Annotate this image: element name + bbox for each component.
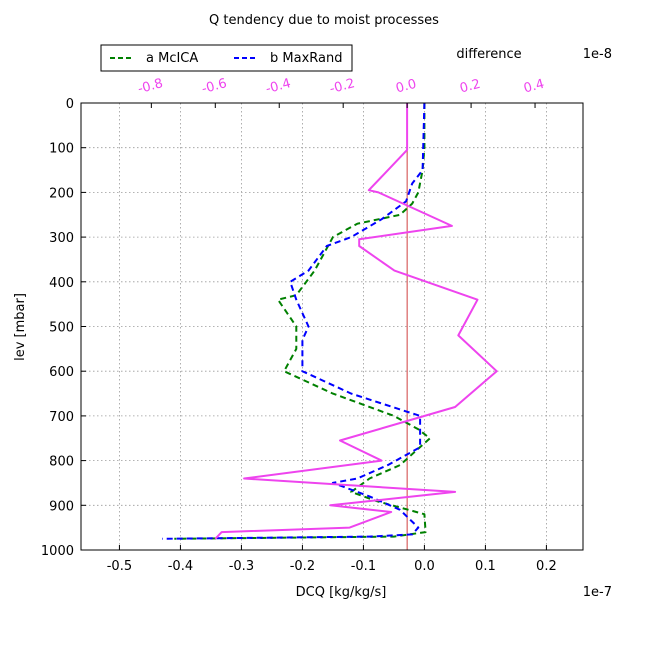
y-tick-label: 700 — [49, 410, 74, 425]
y-tick-label: 1000 — [41, 544, 74, 559]
x-tick-label: -0.2 — [290, 559, 315, 574]
y-tick-label: 600 — [49, 365, 74, 380]
x-tick-label: 0.0 — [414, 559, 435, 574]
y-tick-label: 500 — [49, 321, 74, 336]
y-tick-label: 800 — [49, 455, 74, 470]
top-axis-multiplier: 1e-8 — [583, 47, 612, 62]
top-tick-label: 0.2 — [458, 77, 482, 97]
y-tick-label: 200 — [49, 186, 74, 201]
y-tick-label: 0 — [66, 97, 74, 112]
y-tick-label: 900 — [49, 499, 74, 514]
x-tick-label: -0.1 — [351, 559, 376, 574]
y-tick-label: 300 — [49, 231, 74, 246]
x-tick-label: 0.2 — [536, 559, 557, 574]
chart-title: Q tendency due to moist processes — [209, 13, 439, 28]
top-axis-label: difference — [456, 47, 521, 62]
plot-area: -0.5 -0.4 -0.3 -0.2 -0.1 0.0 0.1 0.2 0 100 200 300 4… — [41, 76, 584, 574]
x-tick-label: -0.3 — [229, 559, 254, 574]
x-axis-label: DCQ [kg/kg/s] — [296, 585, 387, 600]
legend-box — [100, 44, 353, 72]
legend: a McICA b MaxRand — [100, 44, 353, 72]
top-tick-label: -0.6 — [200, 76, 228, 97]
top-tick-label: -0.4 — [264, 76, 292, 97]
y-tick-label: 400 — [49, 276, 74, 291]
legend-label-maxrand: b MaxRand — [270, 51, 342, 66]
top-tick-label: -0.8 — [136, 76, 164, 97]
x-tick-label: 0.1 — [475, 559, 496, 574]
y-tick-label: 100 — [49, 142, 74, 157]
series-line-a-mcica — [174, 103, 431, 540]
top-tick-label: 0.0 — [394, 77, 418, 97]
y-axis-label: lev [mbar] — [13, 293, 28, 361]
x-axis-multiplier: 1e-7 — [583, 585, 612, 600]
top-tick-label: -0.2 — [328, 76, 356, 97]
x-tick-label: -0.5 — [107, 559, 132, 574]
series-line-b-maxrand — [162, 102, 426, 540]
x-tick-label: -0.4 — [168, 559, 193, 574]
legend-label-mcica: a McICA — [146, 51, 198, 66]
top-tick-label: 0.4 — [522, 77, 546, 97]
series-line-difference — [214, 103, 498, 540]
